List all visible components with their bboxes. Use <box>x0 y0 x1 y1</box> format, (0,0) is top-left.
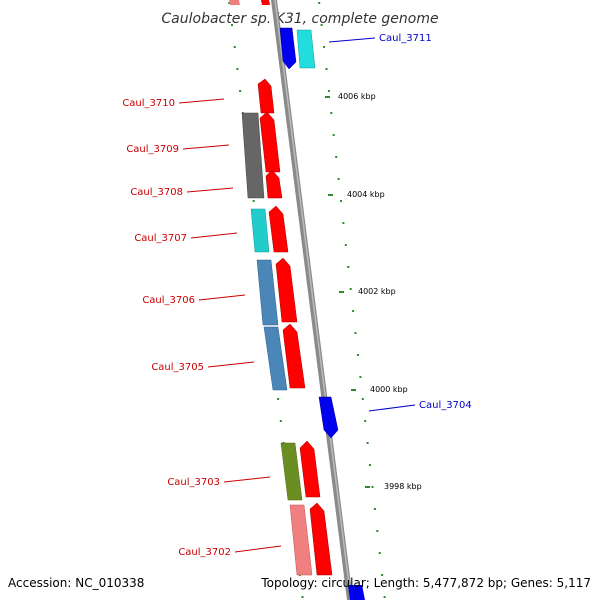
gc-dot <box>366 442 369 444</box>
gc-dot <box>349 288 352 290</box>
gc-dot <box>344 244 347 246</box>
cds-reverse-track <box>279 27 365 600</box>
gc-dot <box>376 530 379 532</box>
gc-dot <box>340 200 342 202</box>
gene-label-caul-3710: Caul_3710 <box>122 98 175 109</box>
cds-arrow <box>265 169 283 199</box>
gene-label-caul-3709: Caul_3709 <box>126 144 179 155</box>
gc-dot <box>352 310 355 312</box>
gc-dot <box>277 398 280 400</box>
gc-dot <box>381 574 384 576</box>
cds-arrow <box>299 440 321 498</box>
gc-dot <box>228 2 231 4</box>
orf-track <box>229 0 313 576</box>
tick-label: 4002 kbp <box>358 287 396 296</box>
gc-dot <box>330 112 333 114</box>
cds-arrow <box>259 111 281 173</box>
gene-label-caul-3702: Caul_3702 <box>178 547 231 558</box>
gc-dot <box>327 90 330 92</box>
gene-labels: Caul_3711 Caul_3710 Caul_3709 Caul_3708 … <box>122 33 471 558</box>
orf-block <box>250 208 270 253</box>
cds-arrow <box>282 323 306 389</box>
gc-dot <box>252 200 255 202</box>
cds-arrow <box>296 29 316 69</box>
bp-tick-labels: 4006 kbp 4004 kbp 4002 kbp 4000 kbp 3998… <box>338 92 422 491</box>
tick-label: 4000 kbp <box>370 385 408 394</box>
gc-dots-outer-track <box>318 2 386 598</box>
accession-text: Accession: NC_010338 <box>8 576 144 590</box>
cds-arrow <box>275 257 298 323</box>
gc-dot <box>325 68 328 70</box>
orf-block <box>256 259 279 326</box>
gc-dot <box>318 2 321 4</box>
gene-label-caul-3707: Caul_3707 <box>134 233 187 244</box>
gene-label-caul-3703: Caul_3703 <box>167 477 220 488</box>
orf-block <box>241 112 265 199</box>
tick-label: 4006 kbp <box>338 92 376 101</box>
gene-label-caul-3706: Caul_3706 <box>142 295 195 306</box>
cds-arrow <box>318 396 339 439</box>
gc-dot <box>337 178 340 180</box>
cds-arrow <box>279 27 297 70</box>
gc-dot <box>301 596 304 598</box>
tick-label: 4004 kbp <box>347 190 385 199</box>
gc-dot <box>364 420 367 422</box>
cds-forward-track <box>257 0 333 576</box>
cds-arrow <box>268 205 289 253</box>
cds-arrow <box>348 585 365 600</box>
gene-label-leaders <box>178 37 416 553</box>
tick-label: 3998 kbp <box>384 482 422 491</box>
gene-label-caul-3708: Caul_3708 <box>130 187 183 198</box>
gc-dot <box>356 354 359 356</box>
gc-dot <box>373 508 376 510</box>
orf-block <box>289 504 313 576</box>
gc-dot <box>231 24 233 26</box>
gc-dot <box>335 156 338 158</box>
orf-block <box>263 326 288 391</box>
gc-dot <box>369 464 371 466</box>
gc-dot <box>361 398 364 400</box>
gc-dot <box>359 376 362 378</box>
map-title: Caulobacter sp. K31, complete genome <box>161 11 438 27</box>
gc-dot <box>354 332 357 334</box>
orf-block <box>229 0 240 5</box>
gc-dot <box>383 596 386 598</box>
gc-dot <box>239 90 242 92</box>
gc-dot <box>332 134 335 136</box>
gene-label-caul-3704: Caul_3704 <box>419 400 472 411</box>
gene-label-caul-3711: Caul_3711 <box>379 33 432 44</box>
gc-dot <box>279 420 282 422</box>
bp-tick-marks <box>325 96 370 488</box>
gc-dot <box>342 222 345 224</box>
gc-dot <box>233 46 236 48</box>
gene-label-caul-3705: Caul_3705 <box>151 362 204 373</box>
gc-dot <box>347 266 350 268</box>
gc-dot <box>236 68 239 70</box>
cds-arrow <box>257 78 275 114</box>
cds-arrow <box>261 0 270 5</box>
gc-dot <box>378 552 381 554</box>
cds-arrow <box>309 502 333 576</box>
genome-backbone <box>271 0 353 600</box>
gc-dot <box>371 486 374 488</box>
gc-dot <box>323 46 326 48</box>
orf-block <box>280 442 303 501</box>
genome-summary-text: Topology: circular; Length: 5,477,872 bp… <box>260 576 591 590</box>
gc-dot <box>320 24 323 26</box>
